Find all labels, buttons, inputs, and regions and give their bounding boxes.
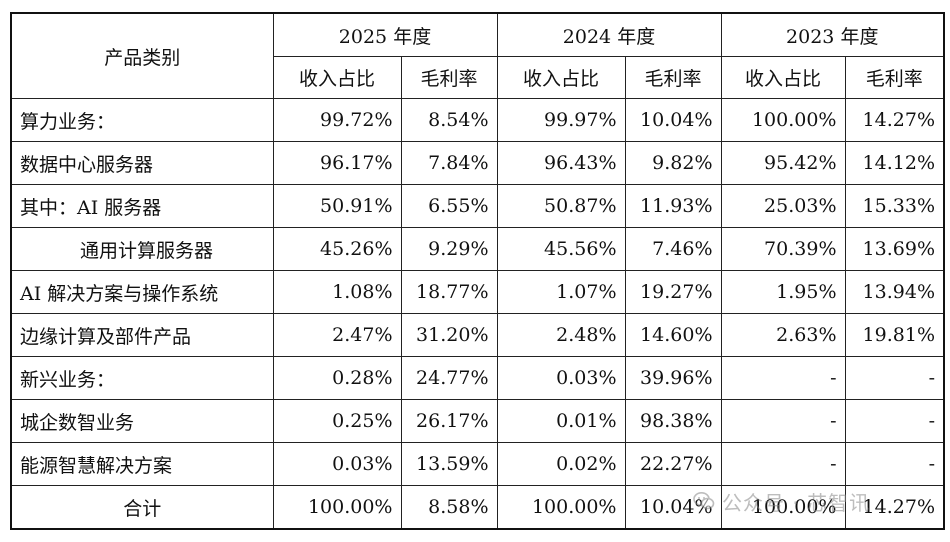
cell-value: 96.17% — [272, 141, 402, 185]
table-row-total: 合计 100.00% 8.58% 100.00% 10.04% 100.00% … — [10, 485, 945, 530]
table-row: 通用计算服务器 45.26% 9.29% 45.56% 7.46% 70.39%… — [10, 227, 945, 271]
cell-value: 50.87% — [496, 184, 626, 228]
cell-value: 13.94% — [844, 270, 945, 314]
cell-value: 2.48% — [496, 313, 626, 357]
cell-value: 70.39% — [720, 227, 846, 271]
cell-value: 10.04% — [624, 98, 722, 142]
row-label: 合计 — [10, 485, 274, 530]
table-row: 城企数智业务 0.25% 26.17% 0.01% 98.38% - - — [10, 399, 945, 443]
cell-value: 1.07% — [496, 270, 626, 314]
revenue-share-header: 收入占比 — [496, 56, 626, 99]
revenue-share-header: 收入占比 — [720, 56, 846, 99]
cell-value: 13.59% — [400, 442, 498, 486]
cell-value: 0.28% — [272, 356, 402, 400]
cell-value: 8.54% — [400, 98, 498, 142]
revenue-share-header: 收入占比 — [272, 56, 402, 99]
row-label: AI 解决方案与操作系统 — [10, 270, 274, 314]
header-row-metrics: 收入占比 毛利率 收入占比 毛利率 收入占比 毛利率 — [11, 56, 945, 99]
cell-value: - — [844, 356, 945, 400]
cell-value: 14.60% — [624, 313, 722, 357]
cell-value: 14.12% — [844, 141, 945, 185]
cell-value: 19.81% — [844, 313, 945, 357]
cell-value: 0.25% — [272, 399, 402, 443]
gross-margin-header: 毛利率 — [624, 56, 722, 99]
financial-table: 产品类别 2025 年度 2024 年度 2023 年度 收入占比 毛利率 收入… — [10, 12, 945, 530]
cell-value: 11.93% — [624, 184, 722, 228]
year-2024-header: 2024 年度 — [496, 12, 722, 57]
cell-value: 26.17% — [400, 399, 498, 443]
cell-value: 99.72% — [272, 98, 402, 142]
gross-margin-header: 毛利率 — [400, 56, 498, 99]
year-2025-header: 2025 年度 — [272, 12, 498, 57]
cell-value: 50.91% — [272, 184, 402, 228]
cell-value: 39.96% — [624, 356, 722, 400]
cell-value: - — [720, 356, 846, 400]
cell-value: 8.58% — [400, 485, 498, 530]
year-2023-header: 2023 年度 — [720, 12, 945, 57]
cell-value: - — [720, 442, 846, 486]
cell-value: 98.38% — [624, 399, 722, 443]
cell-value: 99.97% — [496, 98, 626, 142]
cell-value: 100.00% — [272, 485, 402, 530]
cell-value: 45.56% — [496, 227, 626, 271]
row-label: 算力业务： — [10, 98, 274, 142]
category-header: 产品类别 — [10, 12, 274, 99]
cell-value: 10.04% — [624, 485, 722, 530]
table-row: AI 解决方案与操作系统 1.08% 18.77% 1.07% 19.27% 1… — [10, 270, 945, 314]
cell-value: 0.03% — [496, 356, 626, 400]
gross-margin-header: 毛利率 — [844, 56, 945, 99]
cell-value: 2.63% — [720, 313, 846, 357]
table-row: 能源智慧解决方案 0.03% 13.59% 0.02% 22.27% - - — [10, 442, 945, 486]
cell-value: 24.77% — [400, 356, 498, 400]
cell-value: 95.42% — [720, 141, 846, 185]
cell-value: 14.27% — [844, 485, 945, 530]
cell-value: - — [844, 399, 945, 443]
row-label: 其中：AI 服务器 — [10, 184, 274, 228]
cell-value: 14.27% — [844, 98, 945, 142]
cell-value: 22.27% — [624, 442, 722, 486]
cell-value: 18.77% — [400, 270, 498, 314]
cell-value: 9.82% — [624, 141, 722, 185]
table-row: 新兴业务： 0.28% 24.77% 0.03% 39.96% - - — [10, 356, 945, 400]
cell-value: 7.46% — [624, 227, 722, 271]
cell-value: 1.08% — [272, 270, 402, 314]
table-row: 其中：AI 服务器 50.91% 6.55% 50.87% 11.93% 25.… — [10, 184, 945, 228]
row-label: 边缘计算及部件产品 — [10, 313, 274, 357]
table-row: 数据中心服务器 96.17% 7.84% 96.43% 9.82% 95.42%… — [10, 141, 945, 185]
cell-value: 96.43% — [496, 141, 626, 185]
table-row: 算力业务： 99.72% 8.54% 99.97% 10.04% 100.00%… — [10, 98, 945, 142]
table-row: 边缘计算及部件产品 2.47% 31.20% 2.48% 14.60% 2.63… — [10, 313, 945, 357]
cell-value: 25.03% — [720, 184, 846, 228]
row-label: 城企数智业务 — [10, 399, 274, 443]
row-label: 通用计算服务器 — [10, 227, 274, 271]
cell-value: 13.69% — [844, 227, 945, 271]
cell-value: 31.20% — [400, 313, 498, 357]
cell-value: - — [844, 442, 945, 486]
cell-value: 45.26% — [272, 227, 402, 271]
cell-value: 19.27% — [624, 270, 722, 314]
cell-value: 100.00% — [496, 485, 626, 530]
row-label: 能源智慧解决方案 — [10, 442, 274, 486]
cell-value: - — [720, 399, 846, 443]
cell-value: 0.03% — [272, 442, 402, 486]
cell-value: 1.95% — [720, 270, 846, 314]
cell-value: 0.02% — [496, 442, 626, 486]
row-label: 数据中心服务器 — [10, 141, 274, 185]
cell-value: 9.29% — [400, 227, 498, 271]
cell-value: 100.00% — [720, 98, 846, 142]
row-label: 新兴业务： — [10, 356, 274, 400]
cell-value: 15.33% — [844, 184, 945, 228]
cell-value: 6.55% — [400, 184, 498, 228]
cell-value: 100.00% — [720, 485, 846, 530]
cell-value: 2.47% — [272, 313, 402, 357]
cell-value: 7.84% — [400, 141, 498, 185]
cell-value: 0.01% — [496, 399, 626, 443]
header-row-years: 产品类别 2025 年度 2024 年度 2023 年度 — [10, 12, 945, 99]
